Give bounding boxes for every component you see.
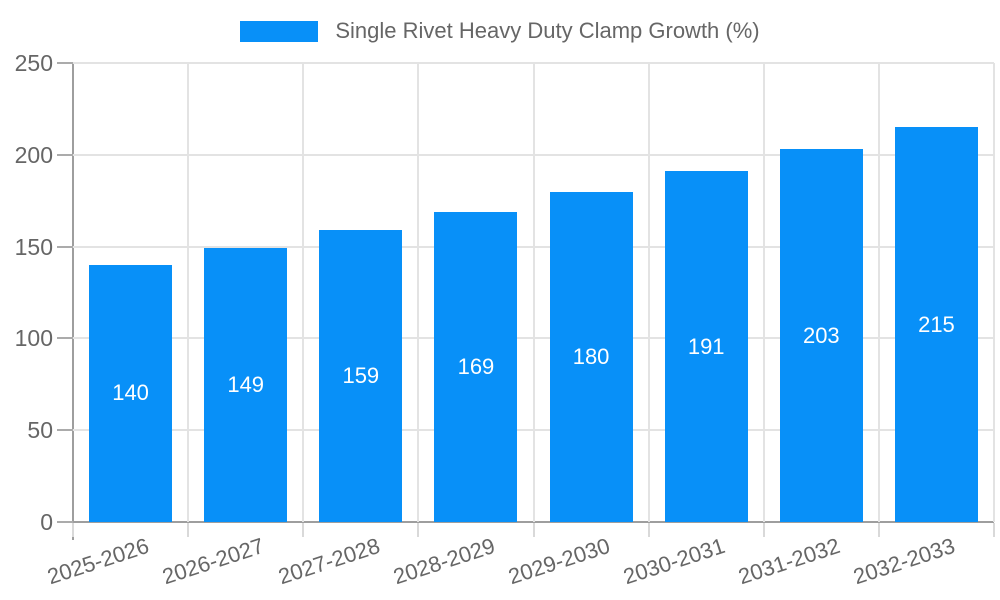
x-axis-line xyxy=(57,521,994,523)
x-axis-tick-label: 2028-2029 xyxy=(389,533,498,590)
bar-value-label: 191 xyxy=(687,333,725,359)
bar[interactable]: 203 xyxy=(779,149,863,522)
x-axis-tick-label: 2027-2028 xyxy=(274,533,383,590)
y-axis-tick xyxy=(57,337,73,340)
bar-value-label: 169 xyxy=(457,353,495,379)
y-axis-tick-label: 250 xyxy=(14,50,53,76)
x-axis-tick-label: 2031-2032 xyxy=(735,533,844,590)
bar[interactable]: 215 xyxy=(894,127,978,522)
x-axis-tick xyxy=(647,523,650,537)
x-axis-tick xyxy=(72,523,74,537)
gridline-vertical xyxy=(877,63,880,522)
gridline-vertical xyxy=(762,63,765,522)
x-axis-tick xyxy=(417,523,420,537)
x-axis-tick-label: 2030-2031 xyxy=(620,533,728,590)
y-axis-line xyxy=(72,63,74,540)
y-axis-tick-label: 0 xyxy=(40,509,53,535)
bar[interactable]: 180 xyxy=(549,191,633,522)
x-axis-tick-label: 2032-2033 xyxy=(850,533,959,590)
y-axis-tick-label: 200 xyxy=(14,141,53,168)
bar-value-label: 203 xyxy=(802,322,840,348)
gridline-vertical xyxy=(993,63,995,522)
y-axis-tick xyxy=(57,153,73,156)
legend[interactable]: Single Rivet Heavy Duty Clamp Growth (%) xyxy=(0,18,1000,43)
bar-value-label: 149 xyxy=(227,372,265,398)
bar-value-label: 140 xyxy=(112,380,149,406)
x-axis-tick xyxy=(187,523,190,537)
gridline-vertical xyxy=(417,63,420,522)
x-axis-tick xyxy=(762,523,765,537)
bar-value-label: 180 xyxy=(572,343,610,369)
gridline-vertical xyxy=(532,63,535,522)
bar[interactable]: 169 xyxy=(434,211,518,522)
x-axis-tick-label: 2025-2026 xyxy=(44,533,153,590)
gridline-vertical xyxy=(647,63,650,522)
y-axis-tick xyxy=(57,62,73,64)
y-axis-tick-label: 50 xyxy=(27,417,53,444)
y-axis-tick-label: 150 xyxy=(14,233,53,260)
y-axis-tick xyxy=(57,429,73,432)
bar[interactable]: 149 xyxy=(204,248,288,522)
x-axis-tick-label: 2029-2030 xyxy=(504,533,613,590)
legend-label: Single Rivet Heavy Duty Clamp Growth (%) xyxy=(335,18,760,43)
x-axis-tick xyxy=(993,523,995,537)
x-axis-tick-label: 2026-2027 xyxy=(159,533,268,590)
y-axis-tick-label: 100 xyxy=(14,325,53,352)
bar[interactable]: 140 xyxy=(89,264,173,522)
bar[interactable]: 191 xyxy=(664,171,748,522)
x-axis-tick xyxy=(302,523,305,537)
legend-swatch[interactable] xyxy=(240,20,319,42)
bar-value-label: 159 xyxy=(342,363,380,389)
bar-value-label: 215 xyxy=(918,311,955,337)
y-axis-tick xyxy=(57,521,73,523)
bar[interactable]: 159 xyxy=(319,230,403,522)
x-axis-tick xyxy=(877,523,880,537)
gridline-vertical xyxy=(302,63,305,522)
gridline-vertical xyxy=(187,63,190,522)
x-axis-tick xyxy=(532,523,535,537)
y-axis-tick xyxy=(57,245,73,248)
